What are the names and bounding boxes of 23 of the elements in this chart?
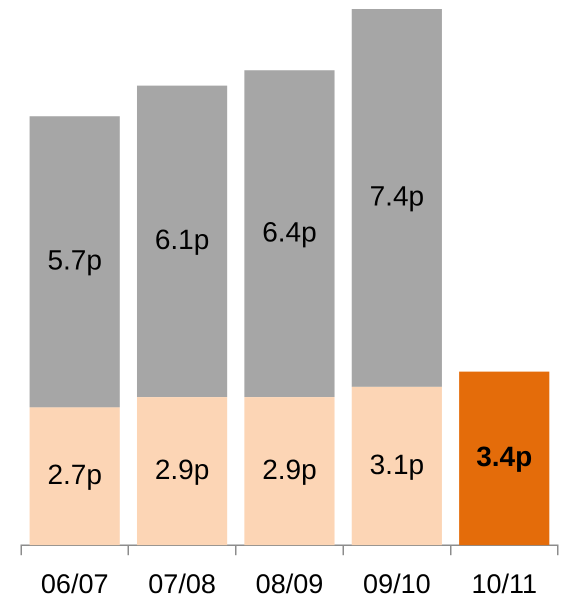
data-label: 2.9p xyxy=(262,454,317,485)
bar xyxy=(136,86,228,398)
x-tick-label: 09/10 xyxy=(363,569,431,599)
bar xyxy=(352,386,442,546)
bar xyxy=(136,397,228,546)
data-label: 2.7p xyxy=(47,458,102,490)
bar xyxy=(30,407,120,546)
data-label: 3.1p xyxy=(370,448,424,480)
x-tick-label: 10/11 xyxy=(471,569,537,599)
data-label: 6.1p xyxy=(154,224,210,256)
data-label: 7.4p xyxy=(370,180,424,212)
bar xyxy=(244,70,335,398)
x-tick-label: 06/07 xyxy=(40,569,108,599)
bar xyxy=(30,116,120,408)
bar xyxy=(244,397,335,546)
data-label: 6.4p xyxy=(262,216,317,248)
bar xyxy=(459,372,550,546)
data-label: 3.4p xyxy=(476,441,532,472)
data-label: 2.9p xyxy=(154,454,210,485)
x-tick-label: 07/08 xyxy=(148,569,216,599)
x-tick-label: 08/09 xyxy=(256,569,324,599)
bar xyxy=(352,9,442,387)
data-label: 5.7p xyxy=(47,244,102,276)
